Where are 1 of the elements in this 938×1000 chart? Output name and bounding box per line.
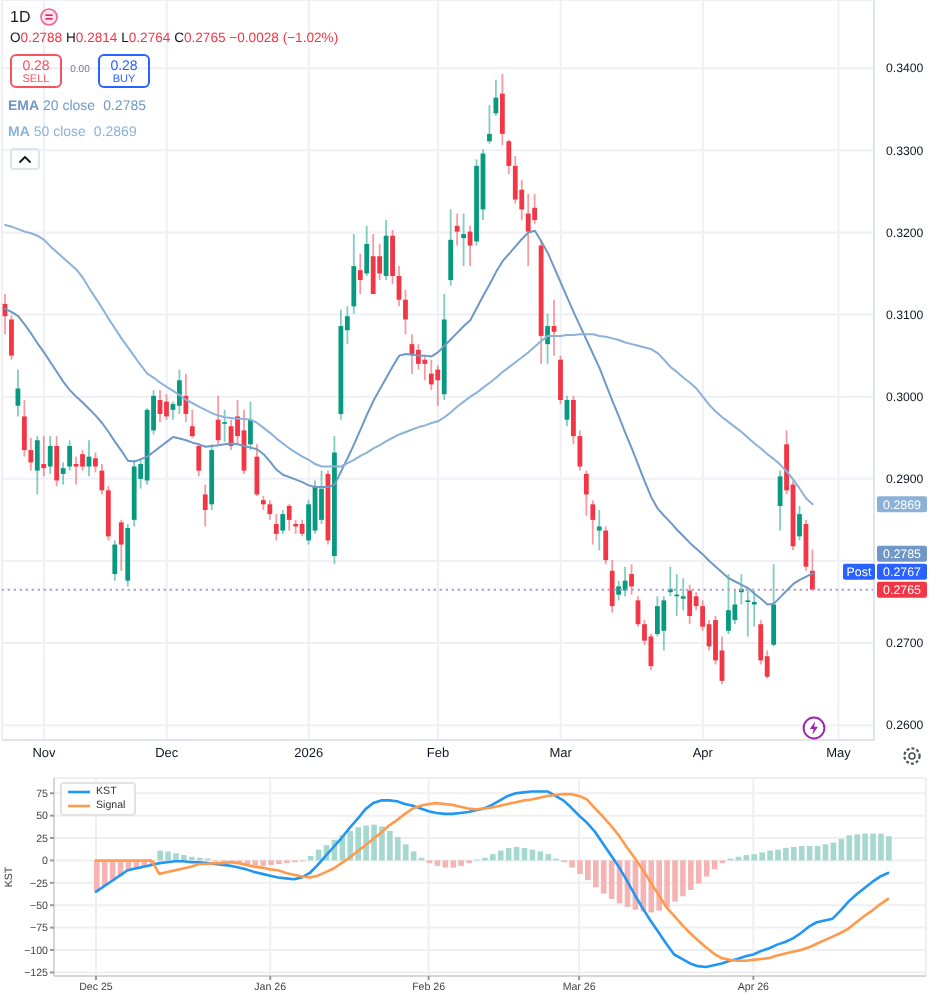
text: 1D	[10, 8, 31, 26]
